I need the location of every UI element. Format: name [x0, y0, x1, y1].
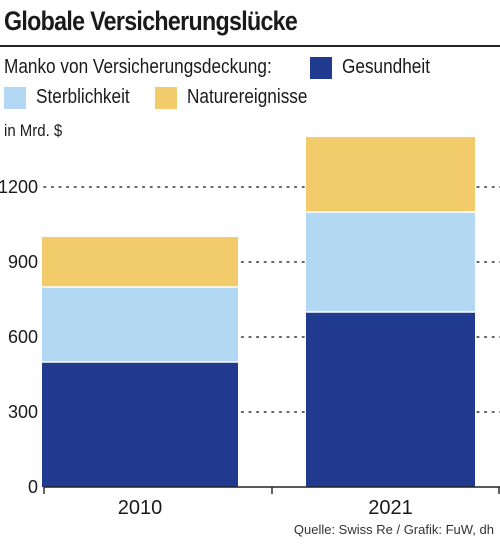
legend-swatch-naturereignisse [155, 86, 177, 109]
bar-2010-sterblichkeit [42, 287, 238, 362]
y-axis-unit-label: in Mrd. $ [4, 121, 63, 140]
y-tick-label-900: 900 [8, 252, 38, 272]
chart-title: Globale Versicherungslücke [4, 6, 298, 36]
x-tick-label-2010: 2010 [118, 497, 163, 519]
bar-2010-naturereignisse [42, 237, 238, 287]
legend-swatch-sterblichkeit [4, 86, 26, 109]
legend-item-sterblichkeit: Sterblichkeit [4, 86, 145, 109]
legend-intro: Manko von Versicherungsdeckung: [4, 56, 272, 78]
y-tick-label-0: 0 [28, 477, 38, 497]
bar-2021-gesundheit [306, 312, 475, 487]
title-rule [0, 45, 500, 47]
legend-label-gesundheit: Gesundheit [342, 56, 430, 78]
bar-2021-sterblichkeit [306, 212, 475, 312]
y-tick-label-1200: 1200 [0, 177, 38, 197]
legend-label-naturereignisse: Naturereignisse [187, 86, 308, 108]
legend-swatch-gesundheit [310, 56, 332, 79]
source-note: Quelle: Swiss Re / Grafik: FuW, dh [293, 522, 494, 537]
legend-item-gesundheit: Gesundheit [310, 56, 444, 79]
y-tick-label-600: 600 [8, 327, 38, 347]
bar-2021-naturereignisse [306, 137, 475, 212]
legend-item-naturereignisse: Naturereignisse [155, 86, 327, 109]
bar-2010-gesundheit [42, 362, 238, 487]
y-tick-label-300: 300 [8, 402, 38, 422]
legend-label-sterblichkeit: Sterblichkeit [36, 86, 130, 108]
x-tick-label-2021: 2021 [368, 497, 413, 519]
